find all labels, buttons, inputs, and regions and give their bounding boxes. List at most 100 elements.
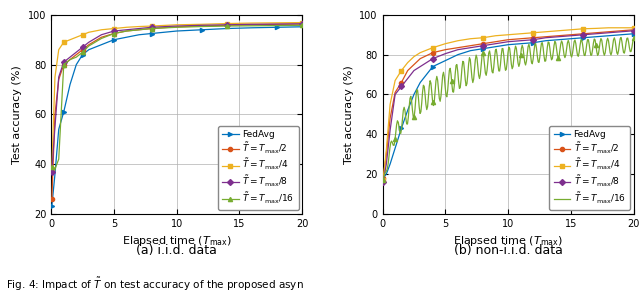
- $\tilde{T} = T_{\mathrm{max}}/2$: [173, 25, 180, 29]
- $\tilde{T} = T_{\mathrm{max}}/8$: [592, 32, 600, 36]
- $\tilde{T} = T_{\mathrm{max}}/8$: [417, 65, 424, 68]
- FedAvg: [380, 176, 387, 180]
- $\tilde{T} = T_{\mathrm{max}}/8$: [454, 48, 461, 51]
- Legend: FedAvg, $\tilde{T} = T_{\mathrm{max}}/2$, $\tilde{T} = T_{\mathrm{max}}/4$, $\ti: FedAvg, $\tilde{T} = T_{\mathrm{max}}/2$…: [218, 126, 299, 210]
- $\tilde{T} = T_{\mathrm{max}}/8$: [60, 60, 68, 64]
- $\tilde{T} = T_{\mathrm{max}}/8$: [135, 27, 143, 30]
- $\tilde{T} = T_{\mathrm{max}}/16$: [527, 60, 535, 64]
- $\tilde{T} = T_{\mathrm{max}}/2$: [123, 29, 131, 33]
- $\tilde{T} = T_{\mathrm{max}}/4$: [442, 42, 449, 45]
- FedAvg: [410, 93, 418, 96]
- FedAvg: [383, 172, 390, 176]
- FedAvg: [55, 127, 63, 131]
- FedAvg: [273, 26, 281, 29]
- $\tilde{T} = T_{\mathrm{max}}/2$: [66, 58, 74, 61]
- $\tilde{T} = T_{\mathrm{max}}/8$: [72, 50, 80, 54]
- FedAvg: [554, 38, 562, 42]
- $\tilde{T} = T_{\mathrm{max}}/2$: [148, 27, 156, 30]
- $\tilde{T} = T_{\mathrm{max}}/2$: [135, 28, 143, 31]
- Line: $\tilde{T} = T_{\mathrm{max}}/16$: $\tilde{T} = T_{\mathrm{max}}/16$: [50, 23, 304, 171]
- $\tilde{T} = T_{\mathrm{max}}/4$: [72, 35, 80, 39]
- $\tilde{T} = T_{\mathrm{max}}/8$: [504, 40, 512, 43]
- $\tilde{T} = T_{\mathrm{max}}/8$: [198, 23, 205, 27]
- $\tilde{T} = T_{\mathrm{max}}/16$: [223, 24, 231, 28]
- $\tilde{T} = T_{\mathrm{max}}/4$: [492, 34, 499, 37]
- $\tilde{T} = T_{\mathrm{max}}/8$: [580, 33, 588, 37]
- $\tilde{T} = T_{\mathrm{max}}/8$: [567, 34, 575, 37]
- $\tilde{T} = T_{\mathrm{max}}/8$: [404, 77, 412, 80]
- FedAvg: [454, 53, 461, 56]
- $\tilde{T} = T_{\mathrm{max}}/16$: [123, 29, 131, 33]
- $\tilde{T} = T_{\mathrm{max}}/8$: [429, 57, 436, 60]
- FedAvg: [223, 27, 231, 30]
- $\tilde{T} = T_{\mathrm{max}}/8$: [48, 170, 56, 173]
- $\tilde{T} = T_{\mathrm{max}}/16$: [529, 62, 536, 66]
- $\tilde{T} = T_{\mathrm{max}}/2$: [298, 22, 306, 26]
- $\tilde{T} = T_{\mathrm{max}}/16$: [380, 175, 388, 178]
- FedAvg: [161, 31, 168, 34]
- FedAvg: [479, 47, 487, 50]
- $\tilde{T} = T_{\mathrm{max}}/2$: [223, 23, 231, 27]
- $\tilde{T} = T_{\mathrm{max}}/2$: [454, 46, 461, 50]
- FedAvg: [48, 205, 56, 208]
- $\tilde{T} = T_{\mathrm{max}}/2$: [198, 24, 205, 28]
- $\tilde{T} = T_{\mathrm{max}}/8$: [492, 42, 499, 45]
- $\tilde{T} = T_{\mathrm{max}}/2$: [79, 48, 86, 51]
- $\tilde{T} = T_{\mathrm{max}}/4$: [410, 55, 418, 59]
- $\tilde{T} = T_{\mathrm{max}}/8$: [442, 52, 449, 56]
- $\tilde{T} = T_{\mathrm{max}}/8$: [51, 125, 59, 129]
- $\tilde{T} = T_{\mathrm{max}}/16$: [60, 63, 68, 67]
- $\tilde{T} = T_{\mathrm{max}}/16$: [273, 24, 281, 27]
- $\tilde{T} = T_{\mathrm{max}}/2$: [492, 40, 499, 43]
- $\tilde{T} = T_{\mathrm{max}}/4$: [85, 31, 93, 34]
- $\tilde{T} = T_{\mathrm{max}}/4$: [454, 39, 461, 42]
- $\tilde{T} = T_{\mathrm{max}}/4$: [248, 21, 256, 25]
- $\tilde{T} = T_{\mathrm{max}}/2$: [467, 44, 474, 48]
- $\tilde{T} = T_{\mathrm{max}}/8$: [554, 35, 562, 39]
- Text: (a) i.i.d. data: (a) i.i.d. data: [136, 244, 217, 257]
- FedAvg: [85, 48, 93, 51]
- $\tilde{T} = T_{\mathrm{max}}/2$: [617, 29, 625, 33]
- $\tilde{T} = T_{\mathrm{max}}/8$: [605, 31, 612, 34]
- $\tilde{T} = T_{\mathrm{max}}/8$: [97, 33, 105, 37]
- FedAvg: [60, 110, 68, 114]
- $\tilde{T} = T_{\mathrm{max}}/8$: [617, 30, 625, 34]
- $\tilde{T} = T_{\mathrm{max}}/2$: [504, 38, 512, 42]
- $\tilde{T} = T_{\mathrm{max}}/4$: [110, 27, 118, 30]
- $\tilde{T} = T_{\mathrm{max}}/4$: [60, 40, 68, 44]
- $\tilde{T} = T_{\mathrm{max}}/8$: [173, 24, 180, 28]
- $\tilde{T} = T_{\mathrm{max}}/2$: [51, 113, 59, 116]
- $\tilde{T} = T_{\mathrm{max}}/8$: [410, 69, 418, 72]
- $\tilde{T} = T_{\mathrm{max}}/2$: [110, 32, 118, 35]
- $\tilde{T} = T_{\mathrm{max}}/8$: [248, 23, 256, 26]
- $\tilde{T} = T_{\mathrm{max}}/4$: [123, 26, 131, 29]
- $\tilde{T} = T_{\mathrm{max}}/2$: [248, 23, 256, 27]
- $\tilde{T} = T_{\mathrm{max}}/8$: [223, 23, 231, 27]
- $\tilde{T} = T_{\mathrm{max}}/4$: [554, 29, 562, 33]
- Y-axis label: Test accuracy (%): Test accuracy (%): [12, 65, 22, 164]
- FedAvg: [391, 146, 399, 150]
- FedAvg: [387, 162, 394, 166]
- $\tilde{T} = T_{\mathrm{max}}/16$: [606, 51, 614, 54]
- $\tilde{T} = T_{\mathrm{max}}/2$: [48, 197, 56, 201]
- FedAvg: [123, 35, 131, 39]
- $\tilde{T} = T_{\mathrm{max}}/2$: [567, 33, 575, 37]
- $\tilde{T} = T_{\mathrm{max}}/4$: [48, 167, 56, 171]
- $\tilde{T} = T_{\mathrm{max}}/4$: [79, 33, 86, 37]
- $\tilde{T} = T_{\mathrm{max}}/4$: [467, 37, 474, 40]
- FedAvg: [580, 36, 588, 40]
- FedAvg: [417, 81, 424, 84]
- $\tilde{T} = T_{\mathrm{max}}/16$: [51, 167, 59, 171]
- Line: $\tilde{T} = T_{\mathrm{max}}/2$: $\tilde{T} = T_{\mathrm{max}}/2$: [381, 28, 636, 180]
- $\tilde{T} = T_{\mathrm{max}}/16$: [110, 32, 118, 35]
- $\tilde{T} = T_{\mathrm{max}}/4$: [404, 61, 412, 64]
- $\tilde{T} = T_{\mathrm{max}}/16$: [148, 27, 156, 30]
- FedAvg: [605, 34, 612, 37]
- FedAvg: [630, 32, 637, 36]
- FedAvg: [110, 38, 118, 42]
- $\tilde{T} = T_{\mathrm{max}}/4$: [580, 27, 588, 31]
- $\tilde{T} = T_{\mathrm{max}}/8$: [387, 129, 394, 132]
- Line: $\tilde{T} = T_{\mathrm{max}}/4$: $\tilde{T} = T_{\mathrm{max}}/4$: [50, 20, 304, 171]
- $\tilde{T} = T_{\mathrm{max}}/2$: [55, 78, 63, 81]
- $\tilde{T} = T_{\mathrm{max}}/4$: [479, 36, 487, 40]
